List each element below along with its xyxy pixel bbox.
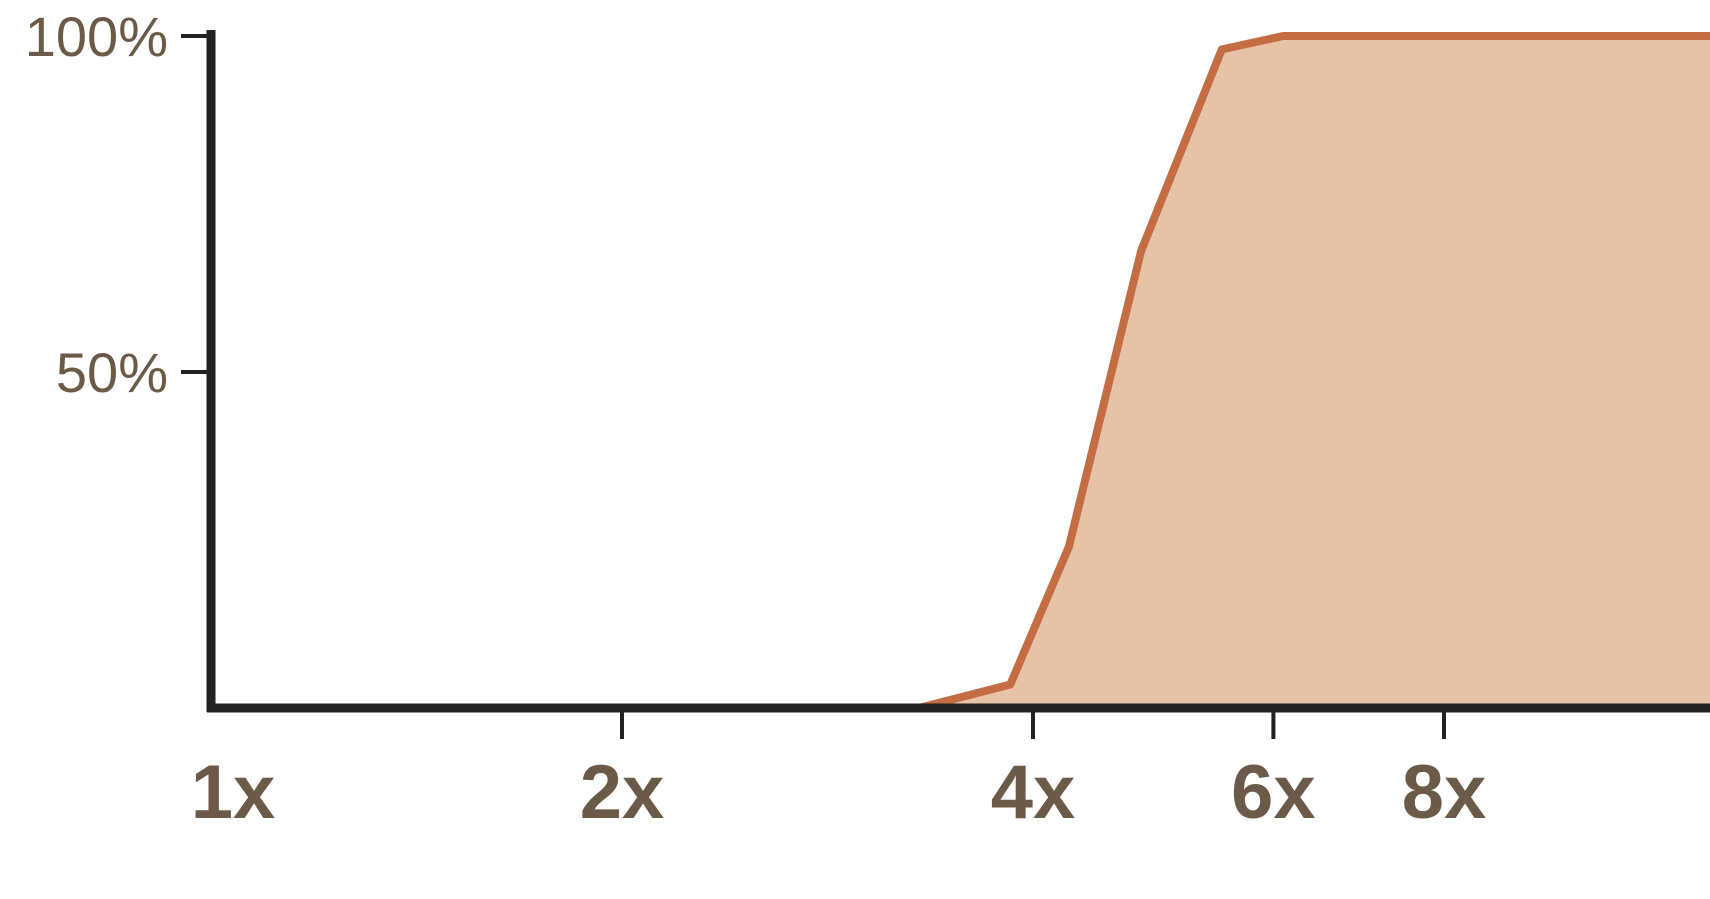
- y-tick-label-1: 100%: [25, 5, 168, 68]
- x-tick-label-4: 8x: [1402, 750, 1487, 835]
- x-tick-label-1: 2x: [580, 750, 665, 835]
- area-layer: [207, 32, 1710, 712]
- tick-layer: [181, 34, 1446, 739]
- x-tick-label-2: 4x: [991, 750, 1076, 835]
- series-area-0: [211, 36, 1710, 708]
- label-layer: 50% 100% 1x 2x 4x 6x 8x: [25, 5, 1487, 835]
- x-tick-label-0: 1x: [191, 750, 276, 835]
- y-tick-label-0: 50%: [56, 341, 168, 404]
- x-tick-label-3: 6x: [1231, 750, 1316, 835]
